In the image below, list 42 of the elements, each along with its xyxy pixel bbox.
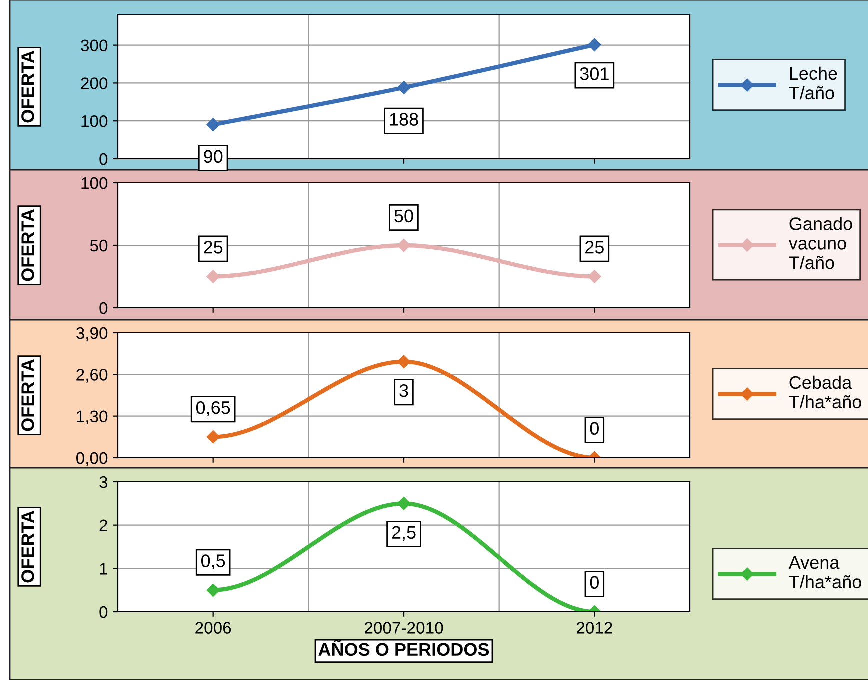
- data-label: 3: [400, 384, 408, 398]
- y-tick-label: 1: [100, 563, 108, 575]
- data-label: 301: [580, 68, 609, 80]
- point: [206, 118, 220, 132]
- y-tick-label: 0: [100, 153, 108, 166]
- y-tick-label: 100: [82, 116, 108, 128]
- y-tick-label: 0: [100, 606, 108, 618]
- y-tick-label: 2,60: [76, 369, 108, 383]
- data-label: 188: [390, 113, 418, 126]
- x-axis-title: AÑOS O PERIODOS: [318, 640, 490, 656]
- y-axis-title: OFERTA: [22, 210, 34, 282]
- y-axis-title: OFERTA: [22, 511, 34, 583]
- y-tick-label: 2: [100, 520, 108, 532]
- y-axis-title: OFERTA: [22, 360, 34, 432]
- y-tick-label: 0,00: [76, 452, 108, 466]
- data-label: 90: [204, 150, 223, 164]
- data-label: 0,65: [196, 401, 230, 416]
- y-tick-label: 50: [90, 240, 108, 252]
- y-tick-label: 1,30: [77, 410, 108, 425]
- point: [588, 38, 602, 52]
- data-label: 25: [586, 241, 604, 254]
- y-tick-label: 200: [81, 78, 108, 90]
- y-tick-label: 0: [100, 302, 108, 314]
- data-label: 50: [394, 210, 414, 223]
- legend-label: Cebada T/ha*año: [789, 376, 862, 409]
- x-tick-label: 2007-2010: [364, 622, 444, 634]
- y-tick-label: 3: [100, 476, 108, 488]
- y-tick-label: 100: [82, 177, 108, 190]
- legend-label: Avena T/ha*año: [788, 556, 862, 589]
- data-label: 0: [590, 422, 599, 436]
- y-axis-title: OFERTA: [22, 51, 34, 123]
- y-tick-label: 300: [81, 40, 108, 52]
- point: [397, 81, 411, 94]
- x-tick-label: 2012: [576, 622, 612, 634]
- data-label: 0: [590, 576, 599, 590]
- x-tick-label: 2006: [196, 622, 232, 634]
- data-label: 2,5: [392, 526, 416, 542]
- legend-label: Ganado vacuno T/año: [788, 217, 852, 270]
- data-label: 0,5: [201, 554, 226, 570]
- data-label: 25: [204, 241, 223, 254]
- legend-label: Leche T/año: [789, 66, 838, 100]
- y-tick-label: 3,90: [76, 327, 108, 342]
